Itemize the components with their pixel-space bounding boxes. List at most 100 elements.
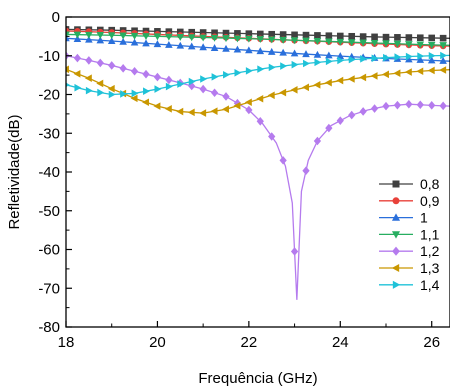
data-point (199, 109, 207, 117)
data-point (177, 80, 185, 88)
data-point (142, 33, 150, 41)
series-1 (66, 34, 450, 64)
x-tick-label: 26 (423, 334, 440, 351)
series-line (66, 54, 450, 96)
x-tick-label: 22 (241, 334, 258, 351)
data-point (416, 41, 425, 49)
data-point (404, 68, 412, 76)
legend-label: 1,3 (420, 260, 440, 276)
data-point (336, 38, 345, 46)
data-point (279, 48, 287, 56)
series-1-4 (66, 51, 450, 99)
data-point (153, 40, 162, 48)
legend-marker (391, 231, 401, 239)
data-point (383, 53, 390, 62)
data-point (108, 61, 116, 70)
data-point (200, 75, 208, 83)
data-point (359, 107, 367, 116)
data-point (405, 41, 413, 49)
data-point (393, 40, 402, 48)
plot-frame (65, 16, 450, 328)
data-point (107, 84, 115, 93)
data-point (360, 55, 368, 63)
data-point (428, 34, 436, 42)
data-point (119, 64, 127, 73)
y-tick-label: -70 (38, 280, 60, 297)
legend-marker (392, 280, 401, 289)
plot-content (66, 26, 450, 300)
data-point (303, 59, 310, 68)
data-point (313, 50, 322, 58)
data-point (325, 51, 333, 59)
data-point (336, 116, 344, 125)
legend-marker (391, 213, 401, 221)
data-point (416, 34, 424, 42)
data-point (405, 99, 413, 109)
y-axis-title: Refletividade(dB) (6, 114, 23, 229)
data-point (222, 92, 230, 101)
data-point (107, 32, 116, 40)
data-point (405, 55, 413, 63)
data-point (439, 56, 447, 64)
series-1-1 (66, 31, 450, 50)
data-point (165, 75, 173, 85)
data-point (199, 84, 207, 94)
data-point (268, 132, 276, 141)
data-point (199, 43, 207, 51)
data-point (325, 38, 333, 46)
x-tick-label: 24 (332, 334, 349, 351)
data-point (405, 34, 413, 41)
data-point (325, 123, 333, 133)
data-point (416, 55, 425, 63)
data-point (188, 77, 196, 86)
data-point (96, 32, 105, 39)
data-point (130, 94, 138, 103)
legend-item: 1,3 (379, 260, 440, 276)
y-tick-label: 0 (52, 9, 60, 26)
data-point (267, 36, 276, 44)
data-point (222, 44, 230, 52)
data-point (359, 33, 367, 40)
legend: 0,80,911,11,21,31,4 (379, 176, 440, 293)
data-point (416, 100, 424, 110)
data-point (325, 57, 333, 66)
data-point (359, 39, 367, 47)
data-point (187, 34, 196, 42)
data-point (119, 37, 127, 45)
data-point (96, 79, 104, 88)
data-point (279, 88, 287, 97)
data-point (176, 107, 184, 116)
data-point (210, 44, 219, 51)
data-point (382, 40, 390, 48)
legend-label: 1 (420, 210, 428, 226)
data-point (324, 78, 332, 87)
data-point (371, 54, 379, 63)
data-point (153, 102, 161, 110)
data-point (165, 33, 173, 41)
legend-label: 0,8 (420, 176, 440, 192)
data-point (233, 98, 242, 108)
data-point (256, 30, 264, 38)
data-point (314, 58, 322, 67)
data-point (394, 53, 402, 61)
data-point (382, 33, 390, 41)
data-point (290, 247, 299, 256)
legend-marker (391, 263, 400, 273)
data-point (313, 38, 322, 45)
data-point (223, 70, 230, 79)
data-point (348, 110, 356, 120)
data-point (393, 100, 402, 110)
data-point (348, 55, 356, 64)
data-point (119, 32, 127, 40)
data-point (279, 36, 287, 44)
data-point (73, 53, 82, 63)
data-point (336, 32, 344, 40)
legend-label: 1,2 (420, 243, 440, 259)
data-point (428, 51, 436, 60)
data-point (371, 33, 378, 41)
data-point (233, 45, 242, 53)
legend-label: 0,9 (420, 193, 440, 209)
axes: 18 20 22 24 26 0 -10 -20 -30 -40 -50 -60 -70 -80 (38, 9, 440, 351)
data-point (108, 90, 116, 99)
